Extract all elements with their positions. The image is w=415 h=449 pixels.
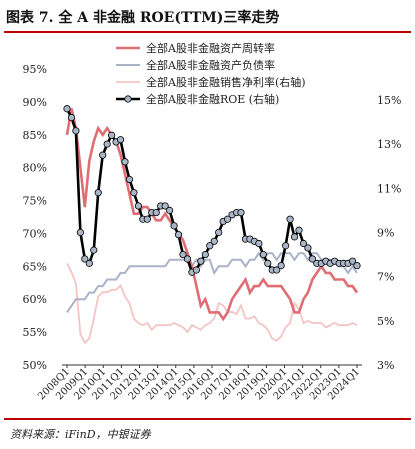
left-tick-label: 85% xyxy=(23,129,47,142)
roe-point xyxy=(81,255,89,263)
roe-point xyxy=(67,113,76,122)
left-tick-label: 80% xyxy=(23,162,47,175)
roe-point xyxy=(90,246,98,254)
roe-point xyxy=(273,266,281,274)
title-rule xyxy=(4,31,411,33)
roe-point xyxy=(183,255,192,263)
roe-point xyxy=(174,231,183,239)
roe-point xyxy=(76,228,84,237)
roe-point xyxy=(277,261,285,270)
legend-marker xyxy=(124,95,132,103)
right-tick-label: 7% xyxy=(377,271,394,284)
roe-point xyxy=(103,140,111,148)
roe-point xyxy=(295,226,303,234)
legend-label: 全部A股非金融ROE (右轴) xyxy=(146,92,279,106)
roe-point xyxy=(179,250,187,259)
roe-point xyxy=(134,202,142,210)
left-tick-label: 65% xyxy=(23,260,47,273)
roe-point xyxy=(166,206,174,214)
roe-point xyxy=(215,228,223,237)
left-tick-label: 60% xyxy=(23,293,47,306)
right-tick-label: 13% xyxy=(377,138,401,151)
source-note: 资料来源：iFinD，中银证券 xyxy=(10,428,151,441)
roe-point xyxy=(152,208,160,217)
roe-point xyxy=(264,259,272,267)
roe-point xyxy=(197,257,205,265)
roe-point xyxy=(210,237,218,245)
roe-point xyxy=(282,242,290,250)
roe-point xyxy=(130,189,138,197)
roe-point xyxy=(308,255,316,263)
right-tick-label: 11% xyxy=(377,182,401,195)
roe-point xyxy=(299,239,308,248)
roe-point xyxy=(237,208,245,217)
roe-point xyxy=(108,131,116,139)
figure-title: 图表 7. 全 A 非金融 ROE(TTM)三率走势 xyxy=(6,10,280,26)
roe-point xyxy=(125,175,134,184)
roe-point xyxy=(63,105,71,113)
roe-point xyxy=(259,250,267,259)
left-tick-label: 90% xyxy=(23,96,47,109)
roe-point xyxy=(201,250,209,259)
roe-point xyxy=(116,136,125,144)
roe-point xyxy=(290,233,299,241)
right-tick-label: 3% xyxy=(377,359,394,372)
roe-point xyxy=(353,261,361,270)
source-rule xyxy=(4,418,411,420)
roe-point xyxy=(143,215,151,223)
series-line-debt-ratio xyxy=(66,251,358,313)
roe-point xyxy=(304,244,312,252)
roe-point xyxy=(85,259,93,267)
roe-point xyxy=(224,215,232,223)
right-tick-label: 15% xyxy=(377,94,401,107)
roe-point xyxy=(286,215,294,223)
roe-point xyxy=(121,158,129,166)
roe-point xyxy=(348,257,357,265)
left-tick-label: 95% xyxy=(23,63,47,76)
left-tick-label: 70% xyxy=(23,227,47,240)
chart: 50% 55% 60% 65% 70% 75% 80% 85% 90% 95% 3% 5% 7% 9% 11… xyxy=(23,41,402,402)
legend-label: 全部A股非金融资产负债率 xyxy=(146,58,275,72)
roe-point xyxy=(72,127,80,135)
figure-header: 图表 7. 全 A 非金融 ROE(TTM)三率走势 xyxy=(0,0,415,34)
roe-point xyxy=(206,242,214,250)
roe-point xyxy=(192,266,200,274)
right-tick-label: 9% xyxy=(377,226,394,239)
left-tick-label: 55% xyxy=(23,326,47,339)
roe-point xyxy=(99,151,107,159)
right-tick-label: 5% xyxy=(377,315,394,328)
roe-point xyxy=(94,189,102,197)
left-tick-label: 50% xyxy=(23,359,47,372)
legend-label: 全部A股非金融销售净利率(右轴) xyxy=(146,75,306,89)
series-line-net-margin xyxy=(66,262,358,345)
roe-point xyxy=(170,222,178,230)
legend-label: 全部A股非金融资产周转率 xyxy=(146,41,275,55)
roe-point xyxy=(255,239,263,248)
roe-point xyxy=(161,202,169,210)
left-tick-label: 75% xyxy=(23,195,47,208)
